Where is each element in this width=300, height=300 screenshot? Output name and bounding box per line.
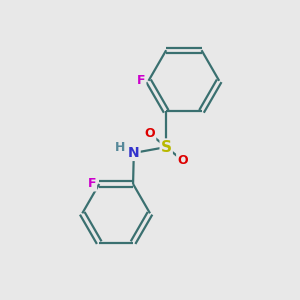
Text: N: N — [128, 146, 140, 160]
Text: S: S — [161, 140, 172, 154]
Text: F: F — [137, 74, 146, 87]
Text: F: F — [88, 178, 96, 190]
Text: O: O — [177, 154, 188, 167]
Text: H: H — [116, 141, 126, 154]
Text: O: O — [145, 127, 155, 140]
